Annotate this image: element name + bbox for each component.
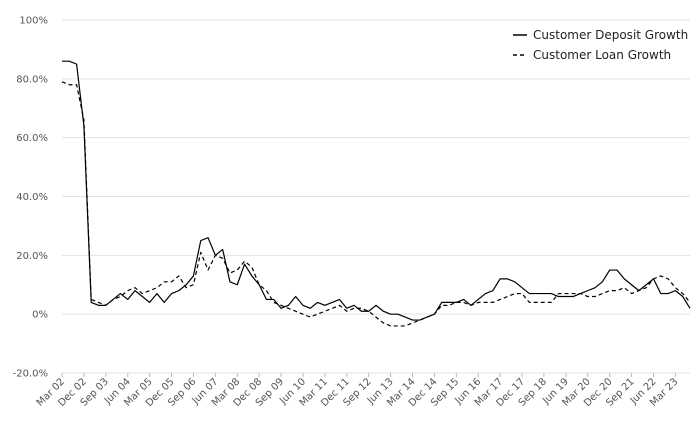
series-line-loan[interactable] [61, 81, 691, 327]
legend-item-loan[interactable]: Customer Loan Growth [513, 48, 671, 62]
y-tick-label: 100% [19, 16, 48, 27]
series-line-deposit[interactable] [62, 60, 691, 321]
series-lines [61, 60, 691, 327]
y-tick-label: 60.0% [16, 133, 48, 144]
legend-label-loan: Customer Loan Growth [533, 48, 671, 62]
y-axis: -20.0% 0% 20.0% 40.0% 60.0% 80.0% 100% [13, 16, 48, 380]
legend: Customer Deposit Growth Customer Loan Gr… [513, 28, 688, 62]
y-tick-label: 40.0% [16, 192, 48, 203]
gridlines [62, 19, 690, 374]
legend-item-deposit[interactable]: Customer Deposit Growth [513, 28, 688, 42]
y-tick-label: 0% [32, 310, 48, 321]
y-tick-label: -20.0% [13, 369, 48, 380]
y-tick-label: 80.0% [16, 74, 48, 85]
legend-label-deposit: Customer Deposit Growth [533, 28, 688, 42]
y-tick-label: 20.0% [16, 251, 48, 262]
